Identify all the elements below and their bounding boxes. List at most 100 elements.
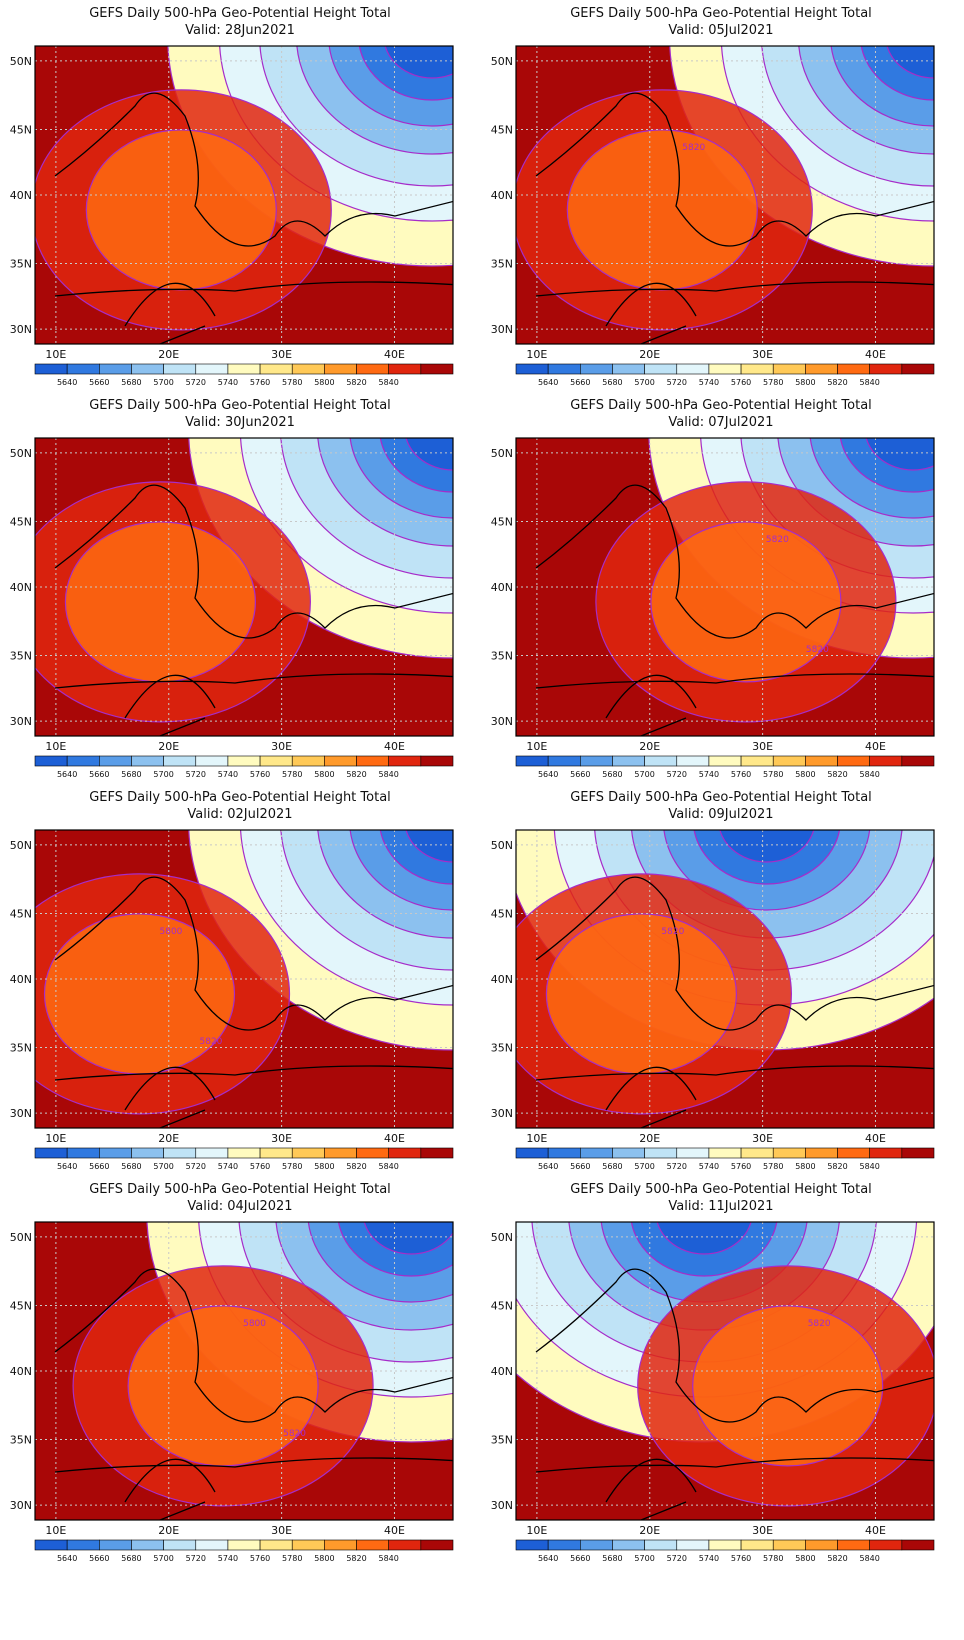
colorbar: 5640 5660 5680 5700 5720 5740 5760 5780 5800 5820… [34, 1539, 454, 1563]
colorbar-swatch [580, 755, 613, 767]
lat-tick-label: 40N [10, 1365, 32, 1378]
panel-valid-date: Valid: 11Jul2021 [668, 1199, 773, 1214]
colorbar-swatch [772, 1147, 806, 1159]
colorbar-label: 5660 [89, 1554, 109, 1563]
colorbar-swatch [324, 363, 357, 375]
map-frame [34, 437, 454, 737]
colorbar-label: 5680 [121, 1162, 141, 1171]
colorbar-swatch [66, 755, 100, 767]
map-frame [515, 45, 935, 345]
colorbar-swatch [227, 755, 261, 767]
colorbar-swatch [34, 1539, 68, 1551]
colorbar-label: 5780 [282, 1162, 302, 1171]
lon-tick-label: 20E [158, 1132, 179, 1145]
lon-tick-label: 40E [384, 1524, 405, 1537]
colorbar-swatch [708, 363, 742, 375]
colorbar-label: 5780 [282, 1554, 302, 1563]
contour-label: 5820 [808, 1319, 831, 1329]
colorbar-swatch [805, 1147, 838, 1159]
panel-title: GEFS Daily 500-hPa Geo-Potential Height … [570, 398, 872, 413]
panel-valid-date: Valid: 05Jul2021 [668, 23, 773, 38]
colorbar-swatch [99, 755, 132, 767]
colorbar-label: 5800 [314, 378, 334, 387]
lat-tick-label: 40N [10, 189, 32, 202]
colorbar-swatch [227, 363, 261, 375]
colorbar-swatch [291, 1147, 325, 1159]
colorbar-swatch [772, 363, 806, 375]
lon-tick-label: 10E [45, 1132, 66, 1145]
colorbar-label: 5800 [795, 1554, 815, 1563]
forecast-panel: GEFS Daily 500-hPa Geo-Potential Height … [491, 1182, 935, 1563]
colorbar-swatch [805, 363, 838, 375]
colorbar-label: 5680 [602, 770, 622, 779]
lon-tick-label: 20E [639, 1524, 660, 1537]
panel-title: GEFS Daily 500-hPa Geo-Potential Height … [89, 1182, 391, 1197]
colorbar-label: 5760 [250, 378, 270, 387]
colorbar-label: 5840 [860, 1554, 880, 1563]
panel-valid-date: Valid: 07Jul2021 [668, 415, 773, 430]
lon-tick-label: 30E [271, 1524, 292, 1537]
colorbar-swatch [420, 363, 454, 375]
lat-tick-label: 40N [10, 581, 32, 594]
colorbar-label: 5760 [731, 1162, 751, 1171]
colorbar-label: 5760 [731, 1554, 751, 1563]
colorbar-swatch [131, 1539, 164, 1551]
colorbar-swatch [869, 755, 903, 767]
colorbar-label: 5740 [699, 378, 719, 387]
colorbar-swatch [676, 1539, 710, 1551]
colorbar-label: 5700 [634, 770, 654, 779]
colorbar-swatch [420, 1147, 454, 1159]
colorbar: 5640 5660 5680 5700 5720 5740 5760 5780 5800 5820… [34, 1147, 454, 1171]
colorbar-label: 5640 [538, 378, 558, 387]
lat-tick-label: 45N [10, 515, 32, 528]
panel-title: GEFS Daily 500-hPa Geo-Potential Height … [570, 790, 872, 805]
lon-tick-label: 40E [865, 740, 886, 753]
colorbar-label: 5640 [538, 770, 558, 779]
colorbar-label: 5720 [186, 378, 206, 387]
colorbar-swatch [388, 363, 422, 375]
colorbar-label: 5760 [250, 770, 270, 779]
colorbar-swatch [99, 1539, 132, 1551]
colorbar-swatch [547, 1539, 581, 1551]
colorbar-label: 5780 [763, 770, 783, 779]
colorbar-label: 5700 [153, 378, 173, 387]
lon-tick-label: 20E [639, 740, 660, 753]
colorbar-swatch [837, 363, 870, 375]
contour-label: 5800 [243, 1319, 266, 1329]
colorbar-label: 5660 [570, 378, 590, 387]
lat-tick-label: 40N [10, 973, 32, 986]
colorbar-swatch [612, 363, 645, 375]
lon-tick-label: 30E [752, 1524, 773, 1537]
forecast-panel: GEFS Daily 500-hPa Geo-Potential Height … [10, 398, 454, 779]
colorbar-label: 5740 [218, 770, 238, 779]
colorbar-swatch [388, 1147, 422, 1159]
colorbar-label: 5640 [57, 770, 77, 779]
colorbar: 5640 5660 5680 5700 5720 5740 5760 5780 5800 5820… [515, 1539, 935, 1563]
lon-tick-label: 40E [384, 740, 405, 753]
panel-valid-date: Valid: 04Jul2021 [187, 1199, 292, 1214]
colorbar: 5640 5660 5680 5700 5720 5740 5760 5780 5800 5820… [34, 363, 454, 387]
colorbar-swatch [644, 1147, 678, 1159]
colorbar-swatch [356, 363, 389, 375]
height-field [35, 46, 453, 344]
colorbar-swatch [901, 1147, 935, 1159]
colorbar-swatch [227, 1539, 261, 1551]
colorbar-swatch [324, 755, 357, 767]
lat-tick-label: 35N [10, 1042, 32, 1055]
lat-tick-label: 35N [491, 258, 513, 271]
lat-tick-label: 30N [10, 715, 32, 728]
contour-label: 5800 [160, 927, 183, 937]
contour-label: 5820 [766, 535, 789, 545]
colorbar-swatch [291, 755, 325, 767]
lon-tick-label: 10E [45, 348, 66, 361]
colorbar-swatch [708, 1539, 742, 1551]
lat-tick-label: 45N [491, 515, 513, 528]
colorbar-label: 5720 [667, 1554, 687, 1563]
colorbar-swatch [131, 363, 164, 375]
colorbar-label: 5740 [218, 1554, 238, 1563]
colorbar-label: 5840 [860, 770, 880, 779]
colorbar-label: 5640 [538, 1162, 558, 1171]
colorbar-label: 5740 [699, 1162, 719, 1171]
colorbar-label: 5760 [250, 1162, 270, 1171]
